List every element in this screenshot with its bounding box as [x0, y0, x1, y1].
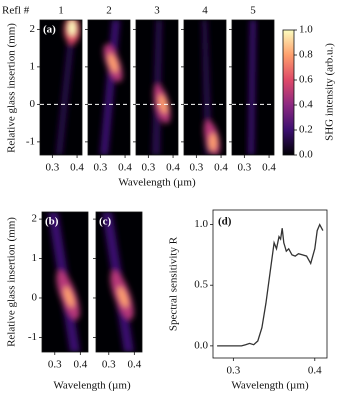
y-tick-label: 0 — [30, 98, 36, 110]
data-line — [217, 223, 324, 347]
x-axis-label: Wavelength (µm) — [53, 380, 131, 392]
y-tick-label: 2 — [32, 213, 38, 225]
colorbar-tick-label: 0.4 — [299, 99, 313, 111]
x-tick-label: 0.4 — [73, 359, 87, 371]
x-tick-label: 0.3 — [45, 162, 59, 174]
axes-frame — [95, 211, 143, 353]
heatmap-images — [40, 20, 295, 352]
colorbar-tick-label: 0.0 — [299, 149, 313, 161]
y-axis-label: Relative glass insertion (mm) — [6, 23, 18, 153]
x-tick-label: 0.4 — [214, 162, 228, 174]
y-tick-label: 0.0 — [194, 339, 208, 351]
axes-frame — [231, 19, 275, 156]
y-tick-label: 2 — [30, 23, 36, 35]
x-tick-label: 0.3 — [102, 359, 116, 371]
axes-frame — [135, 19, 179, 156]
panel-label: (b) — [45, 216, 59, 228]
x-tick-label: 0.4 — [127, 359, 141, 371]
colorbar-tick-label: 1.0 — [299, 24, 313, 36]
column-header: Refl # — [2, 5, 30, 17]
x-tick-label: 0.4 — [262, 162, 276, 174]
x-tick-label: 0.3 — [237, 162, 251, 174]
panel-number: 3 — [154, 5, 160, 17]
y-tick-label: 1.0 — [194, 218, 208, 230]
panel-number: 1 — [58, 5, 64, 17]
y-axis-label: Relative glass insertion (mm) — [6, 217, 18, 347]
colorbar-tick-label: 0.8 — [299, 49, 313, 61]
x-tick-label: 0.4 — [118, 162, 132, 174]
x-tick-label: 0.4 — [166, 162, 180, 174]
x-tick-label: 0.3 — [141, 162, 155, 174]
colorbar-tick-label: 0.6 — [299, 74, 313, 86]
y-tick-label: 1 — [30, 60, 36, 72]
axes-frame — [87, 19, 131, 156]
panel-label: (c) — [99, 216, 112, 228]
y-axis-label: Spectral sensitivity R — [168, 236, 180, 331]
y-tick-label: 0 — [32, 292, 38, 304]
colorbar-label: SHG intensity (arb.u.) — [324, 43, 336, 141]
x-axis-label: Wavelength (µm) — [231, 380, 309, 392]
axes-frame — [212, 209, 328, 359]
x-tick-label: 0.3 — [93, 162, 107, 174]
axes-frame — [41, 211, 89, 353]
panel-label: (a) — [43, 24, 56, 36]
panel-number: 5 — [250, 5, 256, 17]
y-tick-label: 1 — [32, 252, 38, 264]
axes-frame — [183, 19, 227, 156]
x-tick-label: 0.3 — [48, 359, 62, 371]
x-axis-label: Wavelength (µm) — [118, 177, 196, 189]
x-tick-label: 0.3 — [189, 162, 203, 174]
y-tick-label: -1 — [28, 331, 37, 343]
colorbar-tick-label: 0.2 — [299, 124, 313, 136]
panel-number: 4 — [202, 5, 208, 17]
panel-label: (d) — [218, 216, 232, 228]
panel-number: 2 — [106, 5, 112, 17]
x-tick-label: 0.3 — [226, 365, 240, 377]
y-tick-label: 0.5 — [194, 279, 208, 291]
x-tick-label: 0.4 — [308, 365, 322, 377]
axes-frame — [39, 19, 83, 156]
y-tick-label: -1 — [26, 135, 35, 147]
x-tick-label: 0.4 — [70, 162, 84, 174]
